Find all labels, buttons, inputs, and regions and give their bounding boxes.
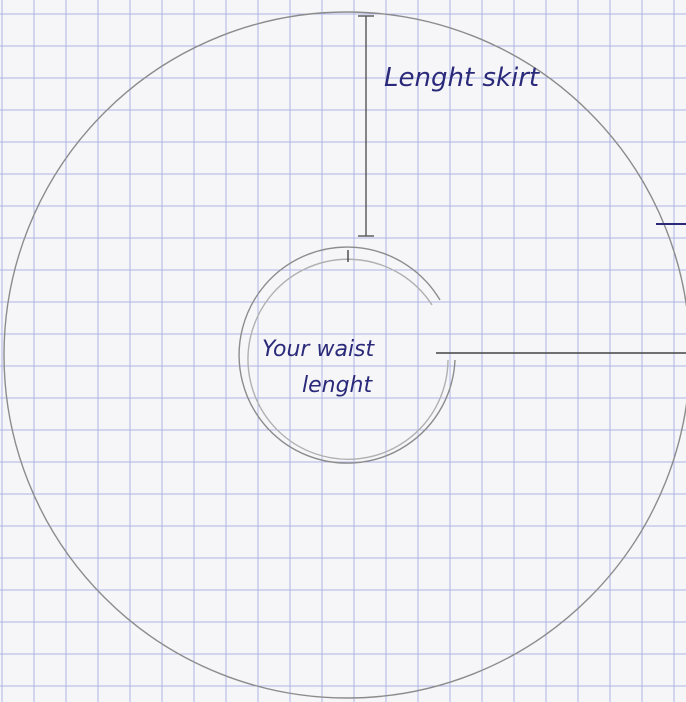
page: Lenght skirt Your waist lenght (() => { … <box>0 0 686 702</box>
waist-label: Your waist <box>262 337 376 362</box>
graph-paper-drawing: Lenght skirt Your waist lenght <box>0 0 686 702</box>
skirt-length-label: Lenght skirt <box>384 63 540 93</box>
waist-label: lenght <box>302 373 373 398</box>
